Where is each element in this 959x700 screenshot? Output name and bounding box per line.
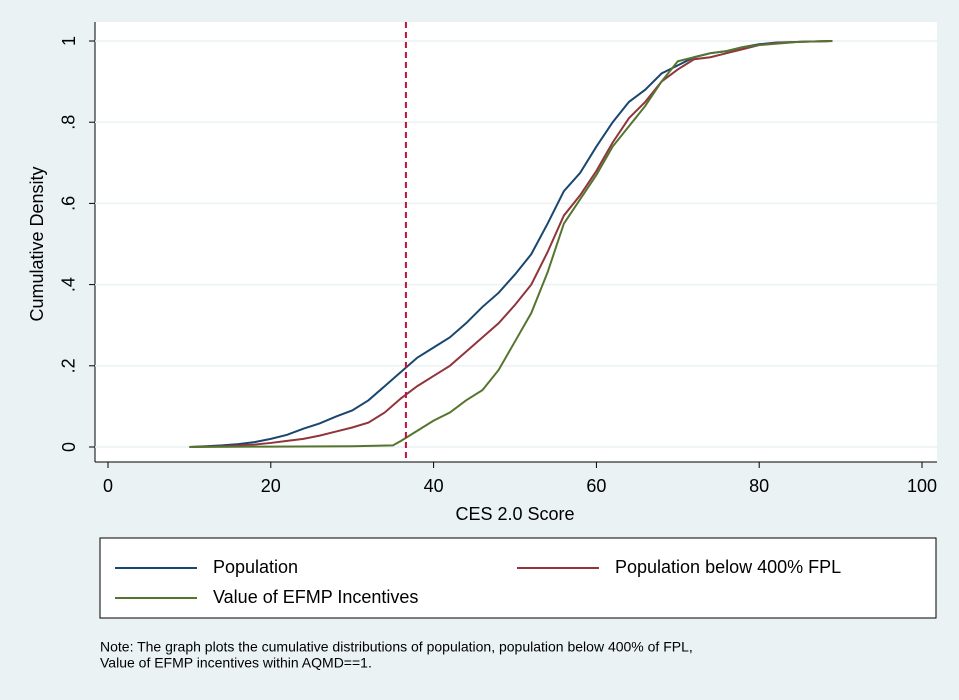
x-tick-label: 40 xyxy=(424,476,444,496)
legend-label: Value of EFMP Incentives xyxy=(213,587,418,607)
x-axis-title: CES 2.0 Score xyxy=(455,504,574,524)
note: Note: The graph plots the cumulative dis… xyxy=(100,639,693,655)
plot-area xyxy=(95,22,937,462)
y-axis-title: Cumulative Density xyxy=(27,166,47,321)
note: Value of EFMP incentives within AQMD==1. xyxy=(100,655,372,671)
legend xyxy=(99,537,937,619)
x-tick-label: 100 xyxy=(907,476,937,496)
line-series xyxy=(189,40,833,448)
y-tick-label: .4 xyxy=(59,277,79,292)
x-tick-label: 60 xyxy=(586,476,606,496)
y-tick-label: 1 xyxy=(59,36,79,46)
line-series xyxy=(189,40,833,448)
x-tick-label: 0 xyxy=(103,476,113,496)
y-tick-label: 0 xyxy=(59,442,79,452)
x-tick-label: 20 xyxy=(261,476,281,496)
y-tick-label: .8 xyxy=(59,115,79,130)
y-tick-label: .2 xyxy=(59,358,79,373)
legend-label: Population below 400% FPL xyxy=(615,557,841,577)
y-tick-label: .6 xyxy=(59,196,79,211)
x-tick-label: 80 xyxy=(749,476,769,496)
legend-label: Population xyxy=(213,557,298,577)
